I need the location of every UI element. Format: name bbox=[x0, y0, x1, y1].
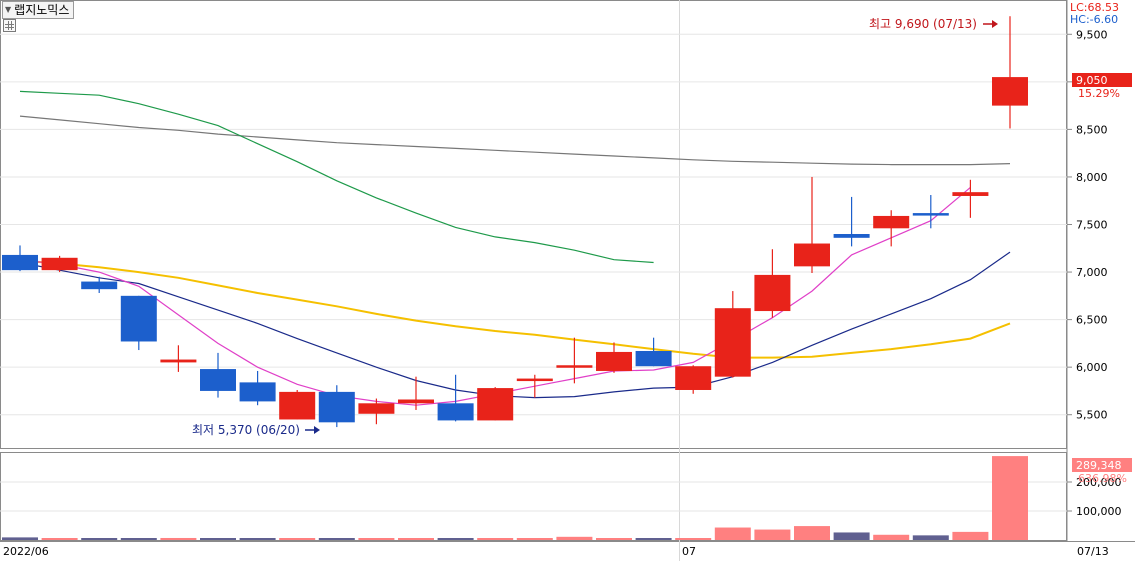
candle-body bbox=[516, 378, 553, 382]
low-arrow-icon bbox=[305, 426, 320, 434]
candle-body bbox=[794, 243, 830, 267]
volume-bar bbox=[279, 538, 316, 540]
ma120-line bbox=[19, 90, 654, 264]
price-tick-label: 9,500 bbox=[1076, 28, 1108, 41]
volume-bar bbox=[794, 526, 830, 540]
candle-body bbox=[912, 213, 949, 216]
volume-bar bbox=[358, 538, 395, 540]
candle-body bbox=[358, 403, 395, 414]
high-arrow-icon bbox=[983, 20, 998, 28]
ma60-line bbox=[19, 259, 1011, 359]
volume-bar bbox=[992, 456, 1028, 540]
lc-indicator: LC:68.53 bbox=[1070, 1, 1119, 14]
candle-body bbox=[952, 192, 989, 196]
volume-bar bbox=[120, 538, 157, 540]
grid-table-icon[interactable] bbox=[3, 19, 16, 32]
price-tick-label: 7,500 bbox=[1076, 219, 1108, 232]
volume-bar bbox=[398, 538, 434, 540]
volume-bar bbox=[556, 536, 593, 540]
price-tick-label: 5,500 bbox=[1076, 409, 1108, 422]
candle-body bbox=[833, 234, 870, 238]
volume-bar bbox=[437, 538, 474, 540]
grid-lines bbox=[0, 33, 1067, 512]
candle-body bbox=[398, 399, 434, 404]
volume-tick-label: 200,000 bbox=[1076, 476, 1122, 489]
candle-body bbox=[754, 274, 791, 312]
current-volume-badge bbox=[1072, 458, 1132, 472]
x-axis-end-label: 07/13 bbox=[1077, 545, 1109, 558]
volume-bar bbox=[952, 531, 989, 540]
current-change-label: 15.29% bbox=[1078, 87, 1120, 100]
volume-axis-ticks: 200,000 100,000 bbox=[1067, 476, 1122, 518]
hc-indicator: HC:-6.60 bbox=[1070, 13, 1118, 26]
candle-body bbox=[279, 391, 316, 420]
volume-bar bbox=[833, 532, 870, 540]
current-volume-change-label: 636.98% bbox=[1078, 472, 1127, 485]
volume-bar bbox=[2, 537, 38, 540]
high-annotation: 최고 9,690 (07/13) bbox=[869, 17, 977, 31]
candle-body bbox=[596, 351, 632, 371]
candle-body bbox=[635, 350, 672, 367]
volume-pane-frame bbox=[0, 452, 1067, 541]
price-tick-label: 6,500 bbox=[1076, 314, 1108, 327]
candle-body bbox=[992, 77, 1028, 106]
volume-bar bbox=[635, 538, 672, 540]
volume-bar bbox=[596, 538, 632, 540]
current-price-badge bbox=[1072, 73, 1132, 87]
candlesticks bbox=[2, 16, 1028, 428]
low-annotation: 최저 5,370 (06/20) bbox=[192, 423, 300, 437]
volume-bars bbox=[2, 456, 1028, 540]
volume-bar bbox=[239, 538, 276, 540]
volume-bar bbox=[754, 529, 791, 540]
volume-bar bbox=[81, 538, 118, 540]
candle-body bbox=[41, 257, 78, 271]
candle-body bbox=[873, 215, 910, 229]
volume-bar bbox=[714, 527, 751, 540]
candle-body bbox=[200, 369, 236, 391]
volume-bar bbox=[477, 538, 514, 540]
current-price-label: 9,050 bbox=[1076, 74, 1108, 87]
volume-bar bbox=[516, 538, 553, 540]
moving-average-lines bbox=[19, 90, 1011, 406]
volume-bar bbox=[912, 535, 949, 540]
price-tick-label: 7,000 bbox=[1076, 266, 1108, 279]
ma240-line bbox=[19, 115, 1011, 166]
stock-name: 랩지노믹스 bbox=[14, 3, 70, 17]
x-axis-start-label: 2022/06 bbox=[3, 545, 49, 558]
volume-bar bbox=[318, 538, 355, 540]
ma5-line bbox=[19, 186, 971, 406]
candle-body bbox=[2, 254, 38, 271]
candle-body bbox=[556, 365, 593, 368]
current-volume-label: 289,348 bbox=[1076, 459, 1122, 472]
price-tick-label: 8,000 bbox=[1076, 171, 1108, 184]
ma20-line bbox=[19, 251, 1011, 399]
candle-body bbox=[160, 359, 197, 363]
chevron-down-icon: ▼ bbox=[5, 5, 12, 14]
volume-tick-label: 100,000 bbox=[1076, 505, 1122, 518]
volume-bar bbox=[675, 538, 712, 540]
candle-body bbox=[318, 391, 355, 423]
volume-bar bbox=[873, 534, 910, 540]
candle-body bbox=[81, 281, 118, 290]
volume-bar bbox=[200, 538, 236, 540]
candle-body bbox=[675, 366, 712, 390]
x-axis-month-label: 07 bbox=[682, 545, 696, 558]
volume-bar bbox=[41, 538, 78, 540]
candle-body bbox=[120, 295, 157, 342]
candle-body bbox=[239, 382, 276, 402]
stock-name-selector[interactable]: ▼ 랩지노믹스 bbox=[2, 1, 75, 19]
price-tick-label: 8,500 bbox=[1076, 123, 1108, 136]
price-tick-label: 6,000 bbox=[1076, 361, 1108, 374]
candle-body bbox=[714, 308, 751, 377]
volume-bar bbox=[160, 537, 197, 540]
candle-body bbox=[437, 403, 474, 421]
candle-body bbox=[477, 388, 514, 421]
